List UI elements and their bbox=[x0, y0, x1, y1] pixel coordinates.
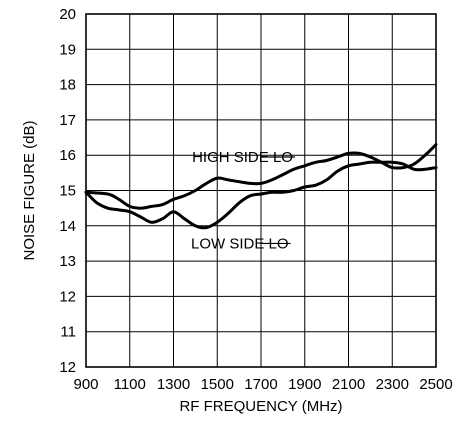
series-line-low-side-lo bbox=[84, 160, 438, 230]
x-tick-label: 1500 bbox=[201, 376, 234, 393]
y-tick-label: 13 bbox=[59, 253, 76, 270]
y-tick-label: 18 bbox=[59, 77, 76, 94]
x-tick-label: 1300 bbox=[157, 376, 190, 393]
x-tick-label: 2100 bbox=[332, 376, 365, 393]
y-tick-label: 16 bbox=[59, 147, 76, 164]
y-tick-label: 11 bbox=[60, 324, 76, 341]
annotation-high-side-lo: HIGH SIDE LO bbox=[192, 149, 293, 166]
annotation-low-side-lo: LOW SIDE LO bbox=[191, 235, 289, 252]
annotations: HIGH SIDE LO LOW SIDE LO bbox=[191, 149, 295, 252]
y-tick-label: 12 bbox=[59, 359, 76, 376]
x-tick-label: 2300 bbox=[376, 376, 409, 393]
y-axis-label: NOISE FIGURE (dB) bbox=[21, 120, 38, 260]
x-tick-label: 1900 bbox=[288, 376, 321, 393]
y-tick-label: 12 bbox=[59, 288, 76, 305]
y-tick-labels: 12 11 12 13 14 15 16 17 18 19 20 bbox=[59, 6, 76, 376]
x-tick-label: 1700 bbox=[244, 376, 277, 393]
y-tick-label: 17 bbox=[59, 112, 76, 129]
y-tick-label: 20 bbox=[59, 6, 76, 23]
y-tick-label: 19 bbox=[59, 41, 76, 58]
x-tick-labels: 900 1100 1300 1500 1700 1900 2100 2300 2500 bbox=[73, 376, 452, 393]
x-axis-label: RF FREQUENCY (MHz) bbox=[179, 398, 342, 415]
y-tick-label: 15 bbox=[59, 183, 76, 200]
series-lines bbox=[84, 143, 438, 230]
x-tick-label: 900 bbox=[73, 376, 98, 393]
plot-frame bbox=[85, 13, 437, 368]
grid bbox=[86, 14, 436, 367]
y-tick-label: 14 bbox=[59, 218, 76, 235]
x-tick-label: 1100 bbox=[114, 376, 146, 393]
x-tick-label: 2500 bbox=[419, 376, 452, 393]
